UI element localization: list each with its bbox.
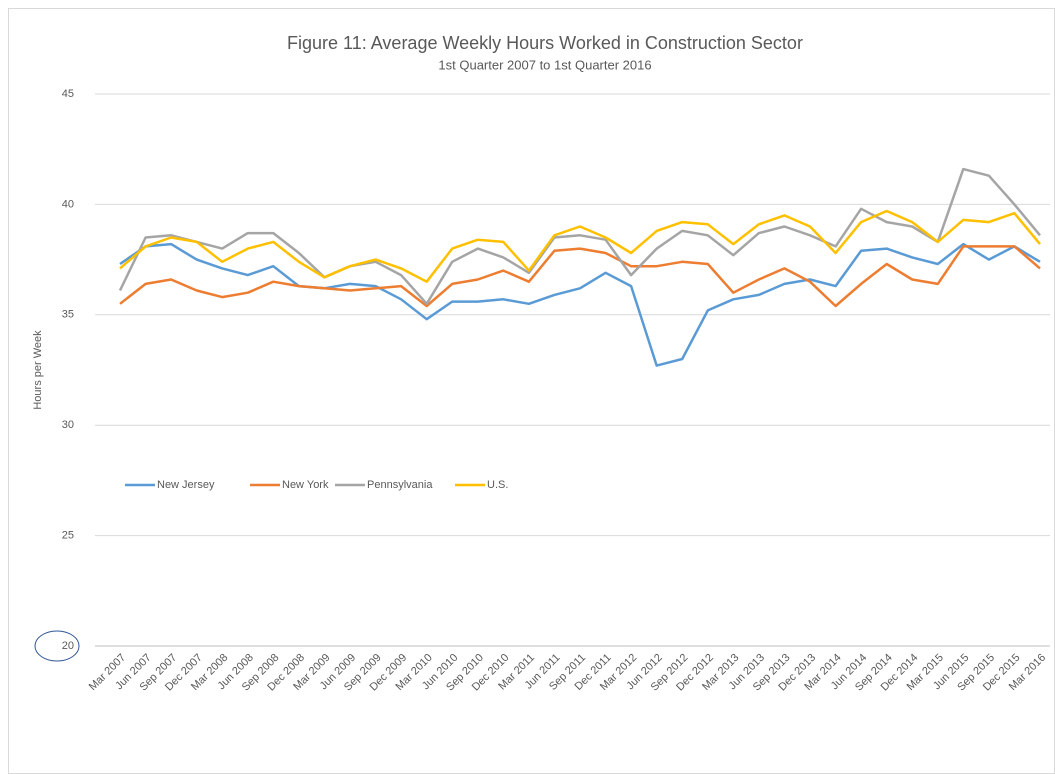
- series-line: [119, 242, 1041, 367]
- y-tick-label: 25: [62, 530, 74, 542]
- y-tick-label: 45: [62, 88, 74, 100]
- legend-label: New Jersey: [157, 479, 215, 491]
- y-axis-label: Hours per Week: [32, 330, 44, 410]
- y-tick-label: 20: [62, 640, 74, 652]
- y-tick-label: 30: [62, 419, 74, 431]
- chart-subtitle: 1st Quarter 2007 to 1st Quarter 2016: [438, 57, 651, 72]
- series-line: [118, 167, 1041, 306]
- series-line: [119, 209, 1041, 283]
- legend-label: Pennsylvania: [367, 479, 433, 491]
- y-tick-label: 35: [62, 309, 74, 321]
- chart-title: Figure 11: Average Weekly Hours Worked i…: [287, 33, 803, 53]
- legend-label: New York: [282, 479, 329, 491]
- annotation-circle: [34, 630, 80, 662]
- series-line: [119, 245, 1041, 308]
- legend-label: U.S.: [487, 479, 508, 491]
- y-tick-label: 40: [62, 198, 74, 210]
